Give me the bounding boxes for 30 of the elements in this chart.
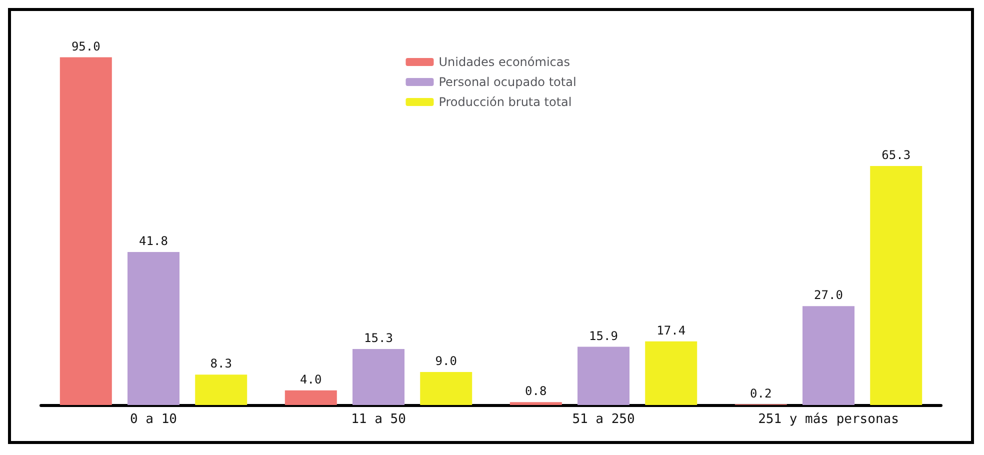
x-tick-label: 251 y más personas	[758, 412, 899, 427]
data-label: 95.0	[71, 39, 100, 54]
x-tick-label: 11 a 50	[351, 412, 406, 427]
bar	[578, 346, 630, 405]
bar	[60, 57, 112, 405]
bar	[802, 306, 854, 405]
data-label: 0.8	[525, 384, 547, 398]
data-label: 9.0	[435, 354, 457, 368]
data-label: 41.8	[139, 234, 168, 248]
legend-label: Personal ocupado total	[438, 75, 576, 89]
bar	[352, 349, 404, 405]
data-label: 15.9	[589, 328, 618, 343]
bar	[195, 374, 248, 405]
legend-label: Unidades económicas	[438, 55, 570, 69]
data-label: 15.3	[364, 331, 393, 345]
bar	[510, 402, 562, 405]
data-label: 8.3	[210, 356, 232, 371]
legend-label: Producción bruta total	[438, 95, 572, 109]
bar	[645, 341, 698, 405]
data-label: 4.0	[300, 372, 322, 386]
data-label: 17.4	[656, 323, 686, 338]
bar	[284, 390, 337, 405]
x-tick-label: 0 a 10	[130, 412, 177, 427]
x-tick-label: 51 a 250	[572, 412, 635, 427]
bar	[128, 252, 180, 405]
data-label: 65.3	[882, 148, 911, 162]
bar	[870, 166, 922, 405]
data-label: 0.2	[750, 386, 772, 400]
data-label: 27.0	[814, 288, 843, 302]
bar	[420, 372, 472, 405]
